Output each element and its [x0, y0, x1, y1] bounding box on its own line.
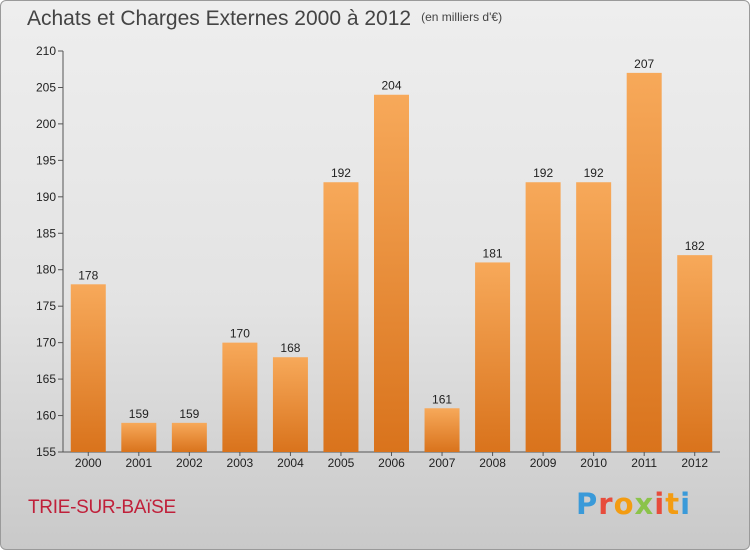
logo-letter: P — [576, 487, 599, 521]
y-tick-label: 185 — [36, 226, 56, 240]
x-tick-label: 2003 — [227, 456, 254, 470]
bar — [424, 408, 460, 452]
bar — [171, 422, 207, 452]
logo-letter: i — [680, 487, 692, 521]
bar — [626, 72, 662, 452]
x-tick-label: 2006 — [378, 456, 405, 470]
chart-unit-label: (en milliers d'€) — [421, 10, 503, 24]
bar-value-label: 204 — [381, 79, 401, 93]
y-tick-label: 180 — [36, 263, 56, 277]
y-tick-label: 160 — [36, 409, 56, 423]
bar-value-label: 192 — [331, 166, 351, 180]
x-tick-label: 2005 — [328, 456, 355, 470]
labels-layer: 178 2000 159 2001 159 2002 170 2003 168 2004 192 20… — [75, 57, 708, 470]
x-tick-label: 2011 — [631, 456, 657, 470]
bar — [272, 357, 308, 452]
bar-value-label: 159 — [129, 407, 149, 421]
bar — [677, 255, 713, 452]
x-tick-label: 2012 — [681, 456, 708, 470]
y-tick-label: 205 — [36, 80, 56, 94]
y-tick-label: 170 — [36, 336, 56, 350]
chart-title: Achats et Charges Externes 2000 à 2012 (e… — [27, 7, 502, 31]
y-tick-label: 175 — [36, 299, 56, 313]
logo-letter: t — [665, 487, 681, 521]
x-tick-label: 2008 — [479, 456, 506, 470]
bar — [323, 182, 359, 452]
bar — [576, 182, 612, 452]
bar — [525, 182, 561, 452]
bar — [222, 342, 258, 452]
bar-value-label: 192 — [533, 166, 553, 180]
proxiti-logo[interactable]: Proxiti — [576, 487, 691, 521]
y-tick-label: 155 — [36, 445, 56, 459]
bar-value-label: 181 — [483, 246, 503, 260]
bars-layer — [70, 72, 713, 452]
x-tick-label: 2007 — [429, 456, 456, 470]
bar-value-label: 161 — [432, 392, 452, 406]
logo-letter: o — [613, 487, 635, 521]
bar — [374, 94, 409, 452]
x-tick-label: 2009 — [530, 456, 557, 470]
logo-letter: i — [654, 487, 666, 521]
bar-value-label: 159 — [179, 407, 199, 421]
x-tick-label: 2010 — [580, 456, 607, 470]
y-tick-label: 195 — [36, 153, 56, 167]
bar-value-label: 178 — [78, 268, 98, 282]
bar-value-label: 207 — [634, 57, 654, 71]
city-name: TRIE-SUR-BAïSE — [28, 497, 176, 518]
bar — [475, 262, 511, 452]
bar-value-label: 170 — [230, 327, 250, 341]
x-tick-label: 2000 — [75, 456, 102, 470]
bar-value-label: 168 — [280, 341, 300, 355]
bar — [121, 422, 157, 452]
bar — [70, 284, 106, 452]
x-tick-label: 2001 — [125, 456, 152, 470]
x-tick-label: 2004 — [277, 456, 304, 470]
y-tick-label: 200 — [36, 117, 56, 131]
y-tick-label: 165 — [36, 372, 56, 386]
y-tick-label: 190 — [36, 190, 56, 204]
y-tick-label: 210 — [36, 44, 56, 58]
x-tick-label: 2002 — [176, 456, 203, 470]
bar-value-label: 192 — [584, 166, 604, 180]
logo-letter: r — [598, 487, 614, 521]
chart-title-text: Achats et Charges Externes 2000 à 2012 — [27, 7, 412, 30]
bar-value-label: 182 — [685, 239, 705, 253]
logo-letter: x — [634, 487, 655, 521]
